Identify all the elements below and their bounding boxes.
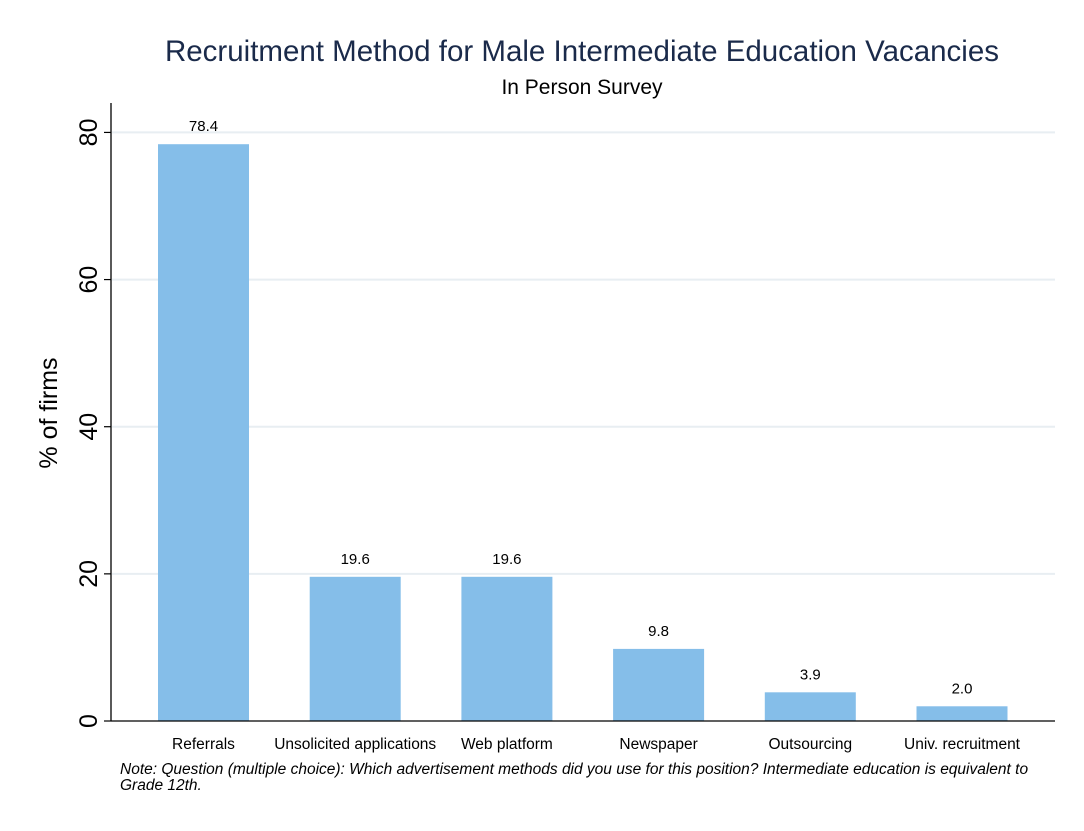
- bars: [158, 144, 1008, 721]
- chart-subtitle: In Person Survey: [501, 76, 663, 99]
- y-tick-label: 60: [75, 266, 103, 294]
- x-tick-label: Univ. recruitment: [904, 736, 1021, 753]
- bar: [613, 648, 705, 721]
- bar: [309, 576, 401, 721]
- x-tick-label: Unsolicited applications: [274, 736, 436, 753]
- y-tick-label: 80: [75, 119, 103, 147]
- x-tick-label: Web platform: [461, 736, 553, 753]
- bar-value-label: 78.4: [189, 118, 218, 135]
- y-tick-label: 0: [75, 714, 103, 728]
- bar: [916, 706, 1008, 721]
- x-tick-label: Referrals: [172, 736, 235, 753]
- bar: [461, 576, 553, 721]
- chart-note: Note: Question (multiple choice): Which …: [120, 761, 1029, 794]
- y-axis-label: % of firms: [35, 357, 63, 468]
- y-tick-label: 40: [75, 413, 103, 441]
- bar: [764, 692, 856, 721]
- bar-value-label: 19.6: [341, 551, 370, 568]
- bar: [158, 144, 249, 721]
- chart-title: Recruitment Method for Male Intermediate…: [165, 35, 999, 68]
- y-tick-label: 20: [75, 560, 103, 588]
- grid-lines: [112, 131, 1055, 575]
- bar-value-label: 3.9: [800, 666, 821, 683]
- bar-value-label: 2.0: [952, 680, 973, 697]
- data-labels: 78.4 Referrals 19.6 Unsolicited application…: [172, 118, 1021, 753]
- bar-value-label: 9.8: [648, 623, 669, 640]
- x-tick-label: Outsourcing: [769, 736, 853, 753]
- x-tick-label: Newspaper: [619, 736, 697, 753]
- axes: 0 20 40 60 80: [75, 103, 1055, 728]
- bar-value-label: 19.6: [492, 551, 521, 568]
